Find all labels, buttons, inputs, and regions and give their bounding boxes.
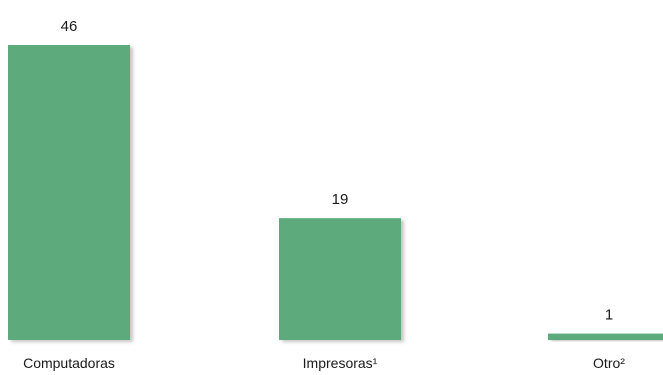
value-labels-group: 46 19 1 (61, 18, 614, 324)
bar-computadoras (8, 45, 130, 340)
category-label: Impresoras¹ (303, 355, 378, 371)
value-label: 1 (605, 307, 613, 324)
bar-impresoras (279, 218, 401, 340)
bar-otro (548, 333, 663, 340)
value-label: 19 (332, 191, 349, 208)
bars-group (8, 45, 663, 340)
category-label: Otro² (593, 355, 625, 371)
category-label: Computadoras (23, 355, 115, 371)
category-labels-group: Computadoras Impresoras¹ Otro² (23, 355, 625, 371)
value-label: 46 (61, 18, 78, 35)
